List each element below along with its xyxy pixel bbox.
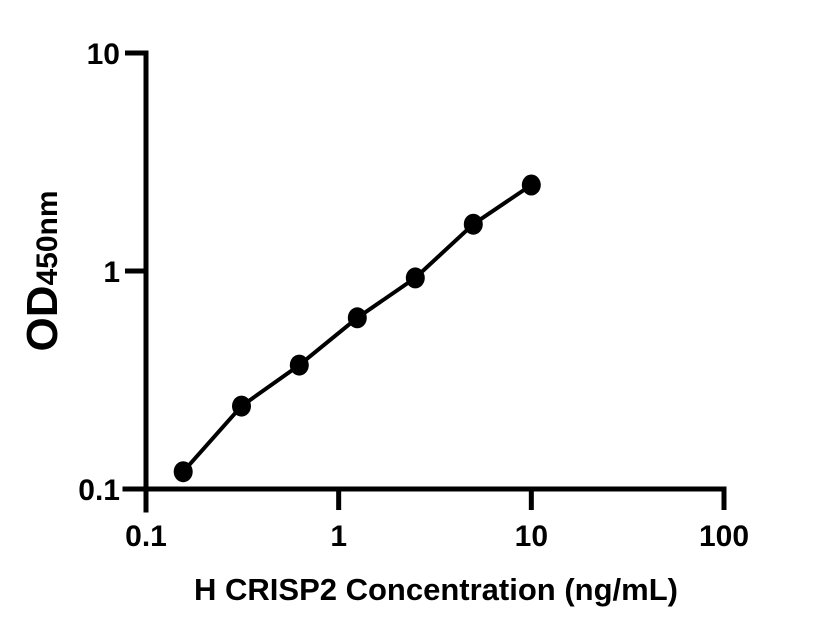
y-axis-title: OD450nm — [18, 190, 67, 351]
x-tick-label: 100 — [699, 520, 749, 553]
x-tick-label: 1 — [330, 520, 347, 553]
y-axis-title-sub: 450nm — [31, 190, 64, 285]
y-tick-label: 0.1 — [78, 474, 120, 507]
data-point — [173, 461, 193, 483]
data-point — [289, 354, 309, 376]
x-tick-label: 10 — [515, 520, 548, 553]
plot-area: 0.1 1 10 0.1 1 10 100 — [78, 38, 749, 553]
data-point — [521, 174, 541, 196]
data-point — [405, 267, 425, 289]
data-point — [232, 395, 251, 417]
data-point — [347, 307, 367, 329]
x-tick-label: 0.1 — [125, 520, 167, 553]
y-tick-label: 1 — [103, 256, 120, 289]
y-tick-label: 10 — [87, 38, 120, 71]
y-axis-title-main: OD — [18, 286, 67, 352]
x-axis-title: H CRISP2 Concentration (ng/mL) — [194, 572, 678, 607]
data-point — [463, 213, 483, 235]
